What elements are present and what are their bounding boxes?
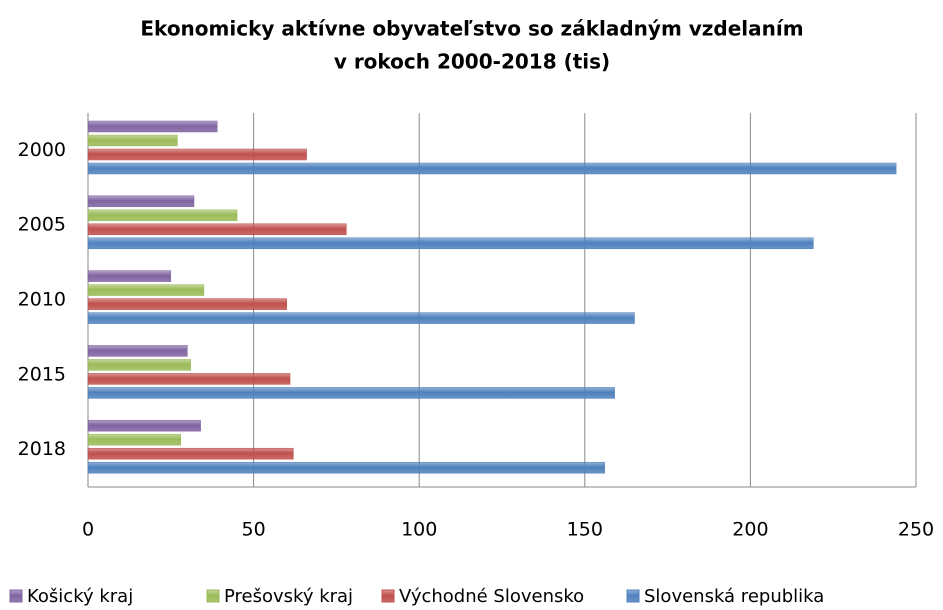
bar xyxy=(87,195,195,208)
y-tick-label: 2000 xyxy=(18,139,66,161)
x-tick-label: 50 xyxy=(242,519,266,541)
x-tick-label: 0 xyxy=(82,519,94,541)
bar xyxy=(87,461,605,474)
y-tick-label: 2018 xyxy=(18,438,66,460)
bar xyxy=(87,359,191,371)
legend-marker xyxy=(206,589,220,603)
legend-marker xyxy=(9,589,23,603)
bar xyxy=(87,237,814,250)
bar xyxy=(87,209,238,222)
bar xyxy=(87,345,188,357)
x-tick-label: 200 xyxy=(732,519,768,541)
chart-title: v rokoch 2000-2018 (tis) xyxy=(334,50,610,74)
x-tick-label: 100 xyxy=(401,519,437,541)
y-tick-label: 2010 xyxy=(18,289,66,311)
chart-title: Ekonomicky aktívne obyvateľstvo so zákla… xyxy=(140,17,803,41)
y-tick-label: 2005 xyxy=(18,214,66,236)
bar xyxy=(87,312,635,324)
y-tick-label: 2015 xyxy=(18,363,66,385)
x-tick-label: 150 xyxy=(567,519,603,541)
bar xyxy=(87,148,307,161)
legend-label: Prešovský kraj xyxy=(224,586,353,607)
bar xyxy=(87,447,294,460)
bar xyxy=(87,270,172,282)
bar xyxy=(87,387,615,399)
x-tick-label: 250 xyxy=(898,519,934,541)
legend-marker xyxy=(381,589,395,603)
bar xyxy=(87,419,201,432)
bar xyxy=(87,120,218,133)
bar xyxy=(87,433,181,446)
bar xyxy=(87,298,287,310)
bar xyxy=(87,284,205,296)
legend-label: Košický kraj xyxy=(27,586,133,607)
bar xyxy=(87,162,897,175)
bar xyxy=(87,223,347,236)
bar xyxy=(87,134,178,147)
bar xyxy=(87,373,291,385)
legend-label: Slovenská republika xyxy=(644,586,824,607)
legend-marker xyxy=(626,589,640,603)
legend-label: Východné Slovensko xyxy=(399,586,584,607)
